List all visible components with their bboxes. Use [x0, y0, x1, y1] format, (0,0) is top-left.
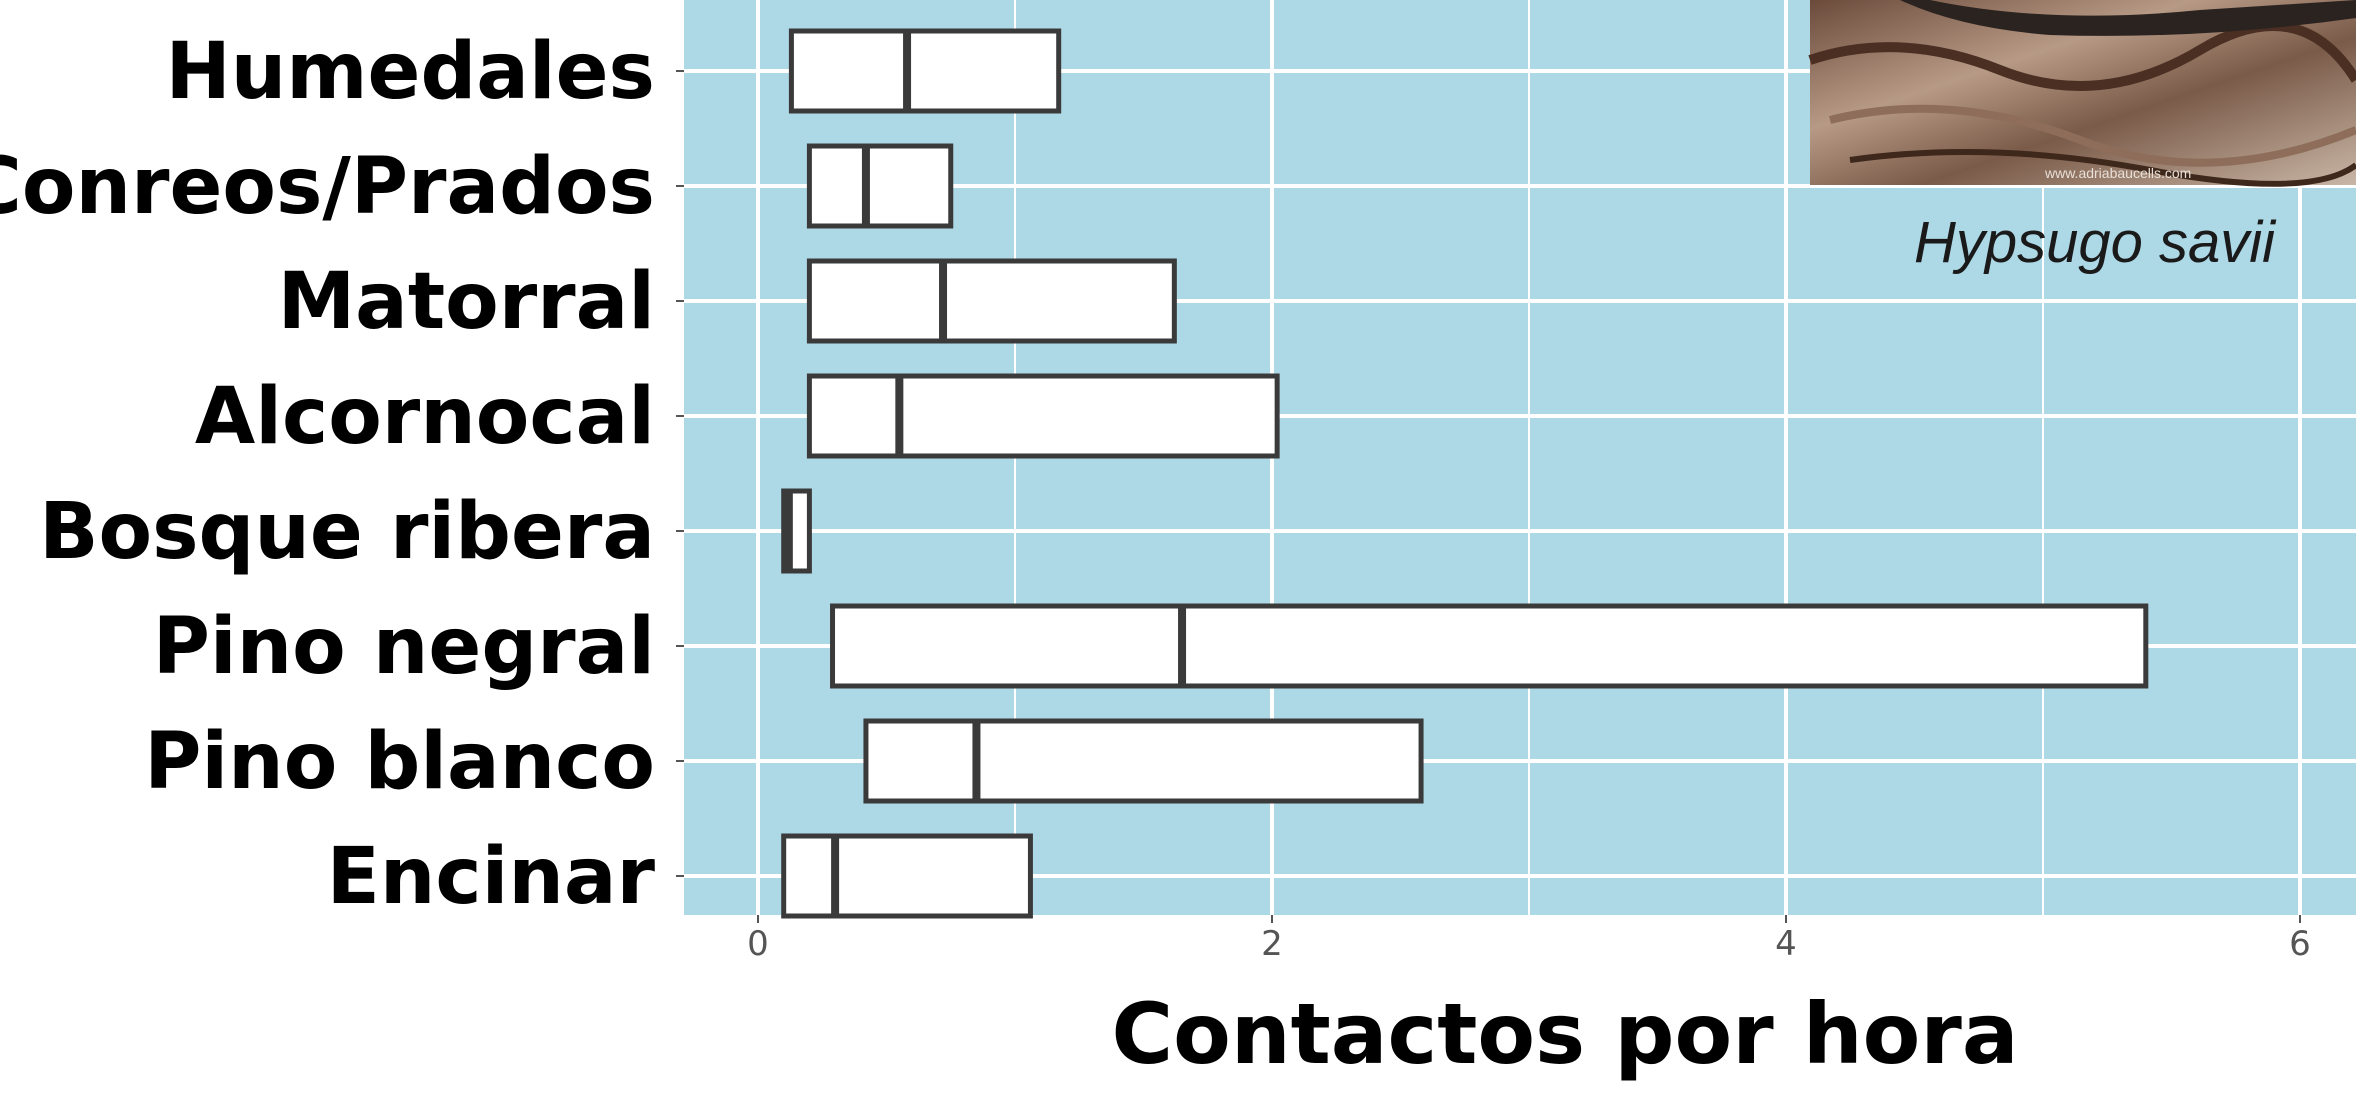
- category-label: Humedales: [165, 27, 655, 117]
- box-layer: [781, 28, 2149, 919]
- box-iqr: [830, 603, 2149, 689]
- x-axis-title: Contactos por hora: [1111, 985, 2018, 1083]
- category-label: Pino negral: [153, 602, 655, 692]
- category-label: Encinar: [327, 832, 656, 922]
- box-humedales: [788, 28, 1062, 114]
- box-matorral: [806, 258, 1177, 344]
- species-annotation: Hypsugo savii: [1914, 210, 2277, 275]
- x-tick-label: 4: [1775, 924, 1797, 964]
- category-label: Alcornocal: [195, 372, 655, 462]
- axis-ticks: 0 2 4 6 Humedales Conreos/Prados Matorral Alcor…: [0, 27, 2311, 964]
- box-pino-negral: [830, 603, 2149, 689]
- box-bosque-ribera: [781, 488, 812, 574]
- box-iqr: [781, 833, 1033, 919]
- box-encinar: [781, 833, 1033, 919]
- box-pino-blanco: [863, 718, 1424, 804]
- box-iqr: [806, 143, 954, 229]
- category-label: Matorral: [278, 257, 655, 347]
- photo-credit: www.adriabaucells.com: [2044, 165, 2191, 181]
- x-tick-label: 2: [1261, 924, 1283, 964]
- x-tick-label: 6: [2289, 924, 2311, 964]
- bat-photo: www.adriabaucells.com: [1808, 0, 2356, 187]
- box-alcornocal: [806, 373, 1280, 459]
- box-iqr: [863, 718, 1424, 804]
- box-iqr: [788, 28, 1062, 114]
- box-iqr: [806, 373, 1280, 459]
- x-tick-label: 0: [747, 924, 769, 964]
- category-label: Pino blanco: [144, 717, 655, 807]
- category-label: Bosque ribera: [39, 487, 655, 577]
- category-label: Conreos/Prados: [0, 142, 655, 232]
- box-conreos-prados: [806, 143, 954, 229]
- box-iqr: [806, 258, 1177, 344]
